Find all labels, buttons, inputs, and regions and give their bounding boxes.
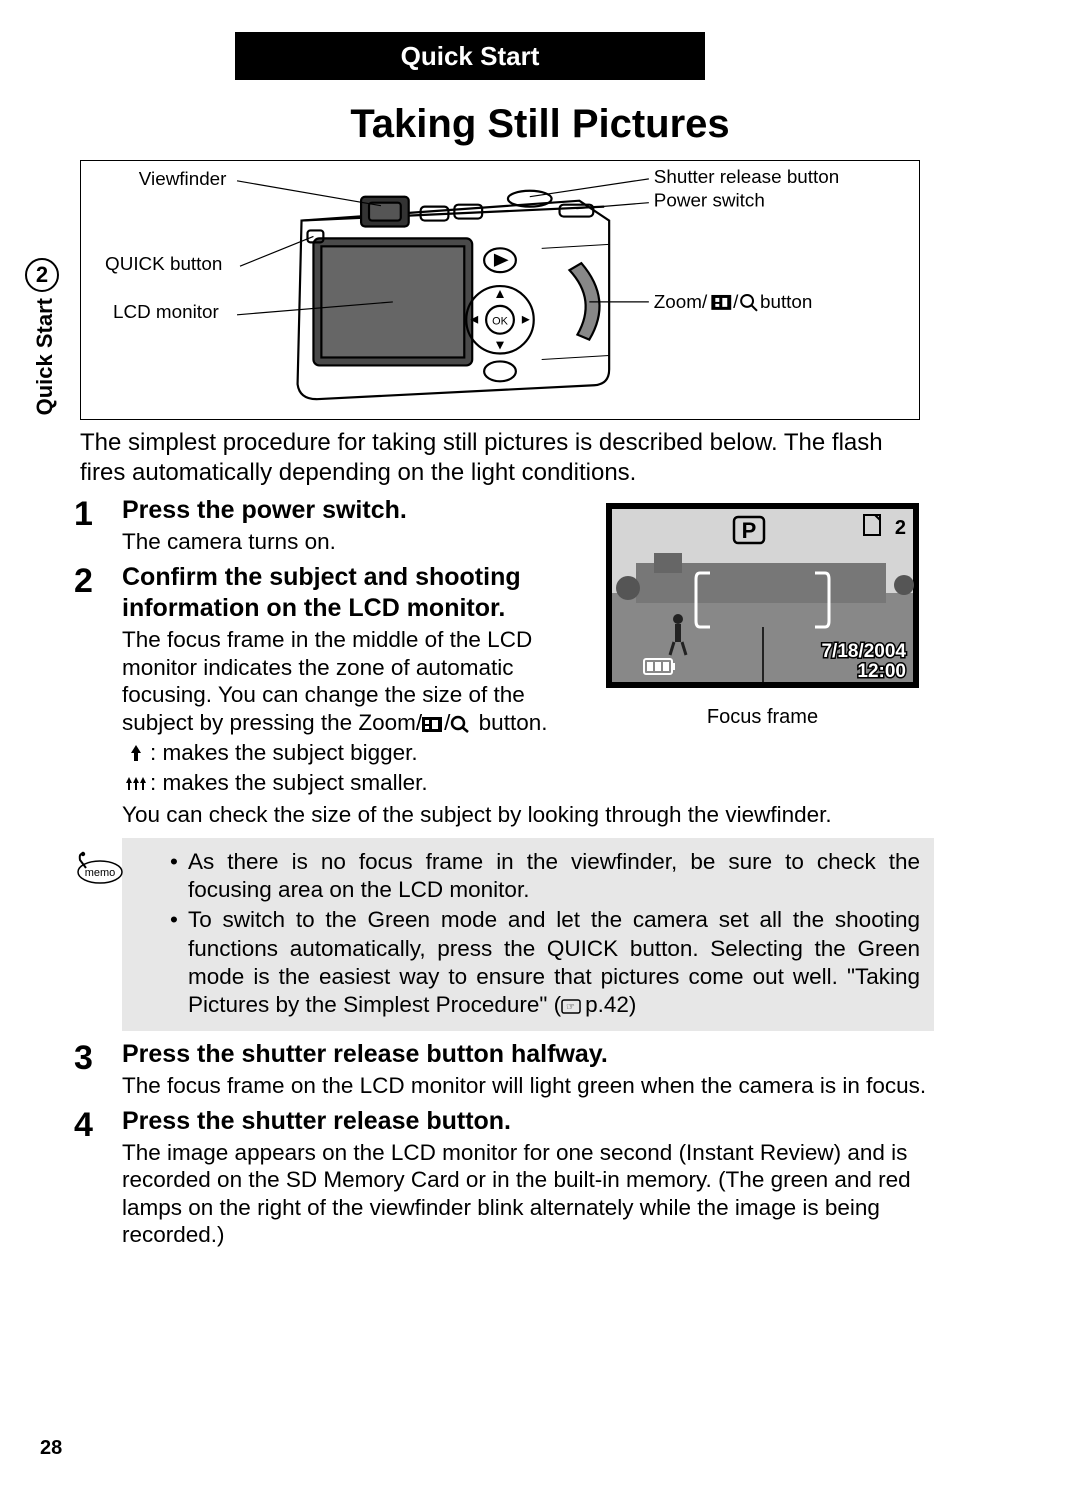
chapter-number-badge: 2: [25, 258, 59, 292]
step-title: Press the shutter release button halfway…: [122, 1039, 934, 1070]
intro-text: The simplest procedure for taking still …: [80, 428, 925, 488]
steps-list: 1 Press the power switch. The camera tur…: [74, 495, 934, 1255]
camera-diagram: OK Viewfinder QUICK button LCD monitor: [80, 160, 920, 420]
step-title: Press the power switch.: [122, 495, 934, 526]
reference-icon: ☞: [561, 997, 585, 1015]
thumbnail-icon: [422, 715, 444, 733]
label-power-switch: Power switch: [654, 190, 765, 211]
page-title: Taking Still Pictures: [0, 102, 1080, 147]
step-number: 4: [74, 1106, 122, 1249]
label-zoom-prefix: Zoom/: [654, 291, 708, 312]
section-label: Quick Start: [401, 41, 540, 72]
zoom-in-icon: [122, 743, 150, 763]
magnifier-icon: [450, 715, 472, 733]
step-4: 4 Press the shutter release button. The …: [74, 1106, 934, 1249]
zoom-in-text: : makes the subject bigger.: [150, 738, 418, 768]
step-title: Press the shutter release button.: [122, 1106, 934, 1137]
label-zoom-suffix: button: [760, 291, 812, 312]
step-number: 1: [74, 495, 122, 556]
zoom-legend: : makes the subject bigger. : makes the …: [122, 738, 934, 799]
label-shutter: Shutter release button: [654, 166, 839, 187]
step-text: The image appears on the LCD monitor for…: [122, 1139, 934, 1249]
svg-text:OK: OK: [492, 316, 508, 328]
step-title: Confirm the subject and shooting informa…: [122, 562, 582, 625]
step-number: 3: [74, 1039, 122, 1100]
label-viewfinder: Viewfinder: [139, 168, 227, 189]
zoom-out-icon: [122, 775, 150, 793]
label-lcd-monitor: LCD monitor: [113, 301, 219, 322]
step-1: 1 Press the power switch. The camera tur…: [74, 495, 934, 556]
svg-text:/: /: [733, 291, 739, 312]
page-number: 28: [40, 1437, 62, 1460]
memo-item-1: As there is no focus frame in the viewfi…: [170, 848, 920, 904]
memo-item-2: To switch to the Green mode and let the …: [170, 906, 920, 1019]
label-quick-button: QUICK button: [105, 253, 222, 274]
memo-icon: memo: [76, 850, 124, 886]
step-text: The camera turns on.: [122, 528, 934, 555]
zoom-out-text: : makes the subject smaller.: [150, 768, 428, 798]
step-2: 2 Confirm the subject and shooting infor…: [74, 562, 934, 1031]
chapter-tab-vertical: Quick Start: [32, 298, 58, 415]
svg-text:memo: memo: [85, 867, 116, 879]
step-text: The focus frame on the LCD monitor will …: [122, 1072, 934, 1099]
step-text-2: You can check the size of the subject by…: [122, 801, 934, 828]
svg-text:☞: ☞: [566, 1002, 575, 1013]
memo-box: memo As there is no focus frame in the v…: [122, 838, 934, 1031]
step-number: 2: [74, 562, 122, 1031]
step-3: 3 Press the shutter release button halfw…: [74, 1039, 934, 1100]
step-text: The focus frame in the middle of the LCD…: [122, 626, 582, 736]
chapter-number: 2: [36, 262, 48, 288]
section-header: Quick Start: [235, 32, 705, 80]
